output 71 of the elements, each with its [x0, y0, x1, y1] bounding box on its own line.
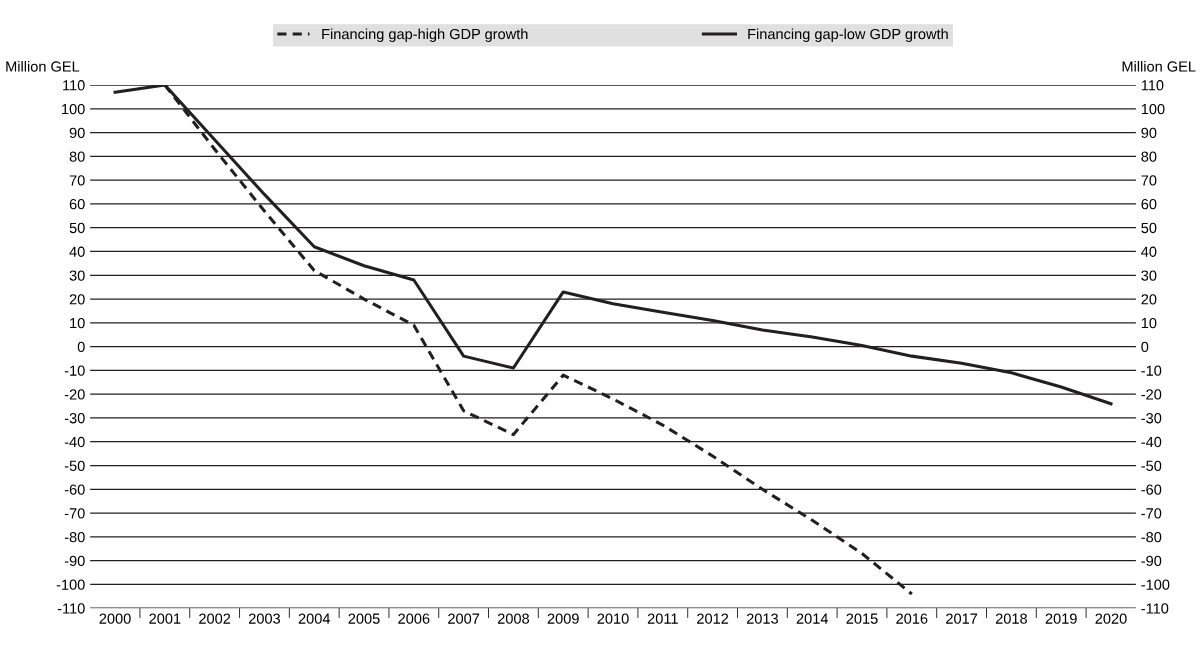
x-tick-label: 2004 [298, 613, 331, 624]
x-tick-label: 2012 [697, 613, 729, 624]
y2-tick-label: -100 [1141, 579, 1170, 590]
x-tick-label: 2017 [946, 613, 978, 624]
y2-tick-label: -10 [1141, 365, 1162, 376]
y2-tick-label: -20 [1141, 389, 1162, 400]
x-tick-label: 2007 [448, 613, 480, 624]
y-tick-label: 20 [69, 294, 85, 305]
x-tick-label: 2009 [547, 613, 579, 624]
y-tick-label: 10 [70, 317, 85, 329]
y-tick-label: -20 [64, 389, 85, 400]
legend-label: Financing gap-high GDP growth [322, 28, 528, 43]
y-tick-label: 110 [63, 80, 85, 91]
y2-tick-label: -90 [1141, 555, 1162, 567]
y2-tick-label: -40 [1141, 436, 1162, 448]
y2-tick-label: 0 [1141, 341, 1149, 353]
y2-tick-label: 90 [1141, 127, 1157, 139]
y2-tick-label: 100 [1141, 103, 1165, 115]
y2-tick-label: 50 [1141, 222, 1157, 234]
x-tick-label: 2008 [497, 613, 530, 624]
y2-tick-label: 30 [1141, 270, 1157, 281]
y-tick-label: -50 [64, 460, 85, 471]
x-tick-label: 2010 [597, 613, 629, 624]
y-tick-label: 30 [69, 270, 85, 281]
y2-tick-label: 60 [1141, 199, 1157, 210]
y-tick-label: 100 [62, 103, 85, 115]
y2-tick-label: -80 [1141, 531, 1162, 543]
x-tick-label: 2011 [647, 613, 678, 624]
x-tick-label: 2014 [796, 613, 828, 624]
y-tick-label: 80 [69, 151, 85, 162]
y-tick-label: 40 [69, 246, 85, 257]
y2-tick-label: 10 [1141, 317, 1157, 329]
y-tick-label: 0 [77, 341, 85, 353]
y-tick-label: -30 [64, 413, 85, 424]
y2-tick-label: -110 [1141, 603, 1169, 614]
y-tick-label: 60 [69, 199, 85, 210]
y2-tick-label: 80 [1141, 151, 1157, 162]
x-tick-label: 2001 [149, 613, 181, 624]
y-tick-label: -10 [64, 365, 85, 376]
y-tick-label: -80 [64, 531, 85, 543]
y-tick-label: -90 [64, 555, 85, 567]
y2-tick-label: 40 [1141, 246, 1157, 257]
y2-axis-title: Million GEL [1122, 60, 1196, 72]
y2-tick-label: 110 [1141, 80, 1164, 91]
x-tick-label: 2019 [1045, 613, 1077, 624]
y-tick-label: 90 [69, 127, 85, 139]
y-tick-label: -100 [56, 579, 85, 590]
x-tick-label: 2006 [398, 613, 430, 624]
y-tick-label: -40 [64, 436, 85, 448]
y-tick-label: 50 [69, 222, 85, 234]
y2-tick-label: -60 [1141, 484, 1162, 495]
y-axis-title: Million GEL [6, 60, 80, 72]
x-tick-label: 2015 [846, 613, 878, 624]
y2-tick-label: 70 [1141, 175, 1157, 186]
x-tick-label: 2013 [746, 613, 778, 624]
y2-tick-label: -70 [1141, 508, 1162, 519]
x-tick-label: 2000 [99, 613, 131, 624]
y-tick-label: -110 [57, 603, 85, 614]
y2-tick-label: -50 [1141, 460, 1162, 471]
y2-tick-label: 20 [1141, 294, 1157, 305]
x-tick-label: 2018 [995, 613, 1027, 624]
y-tick-label: -60 [64, 484, 85, 495]
x-tick-label: 2020 [1095, 613, 1127, 624]
y2-tick-label: -30 [1141, 413, 1162, 424]
x-tick-label: 2005 [348, 613, 380, 624]
x-tick-label: 2016 [896, 613, 928, 624]
x-tick-label: 2002 [199, 613, 231, 624]
y-tick-label: -70 [64, 508, 85, 519]
y-tick-label: 70 [69, 175, 85, 186]
legend-label: Financing gap-low GDP growth [748, 28, 948, 43]
x-tick-label: 2003 [248, 613, 281, 624]
